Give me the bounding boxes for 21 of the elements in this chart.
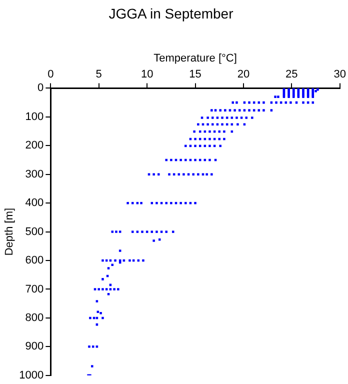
y-axis-title: Depth [m] xyxy=(4,208,16,256)
y-tick-label: 700 xyxy=(25,283,44,296)
y-tick-label: 500 xyxy=(25,226,44,238)
y-tick-label: 200 xyxy=(25,140,44,152)
y-tick-label: 100 xyxy=(25,110,44,123)
x-tick-label: 10 xyxy=(140,68,154,81)
y-tick-label: 300 xyxy=(25,168,44,180)
x-tick-label: 30 xyxy=(334,68,346,81)
chart-title: JGGA in September xyxy=(108,5,234,22)
y-tick-label: 400 xyxy=(25,197,44,210)
y-tick-label: 600 xyxy=(25,254,44,267)
y-tick-label: 1000 xyxy=(19,369,44,382)
y-tick-label: 0 xyxy=(38,82,44,94)
x-tick-label: 15 xyxy=(189,68,202,81)
y-tick-label: 800 xyxy=(25,312,44,324)
x-tick-label: 25 xyxy=(286,68,298,81)
x-axis-title: Temperature [°C] xyxy=(154,52,237,64)
x-tick-label: 20 xyxy=(237,68,250,81)
y-tick-label: 900 xyxy=(25,340,44,353)
x-tick-label: 0 xyxy=(48,68,54,81)
x-tick-label: 5 xyxy=(96,68,102,81)
